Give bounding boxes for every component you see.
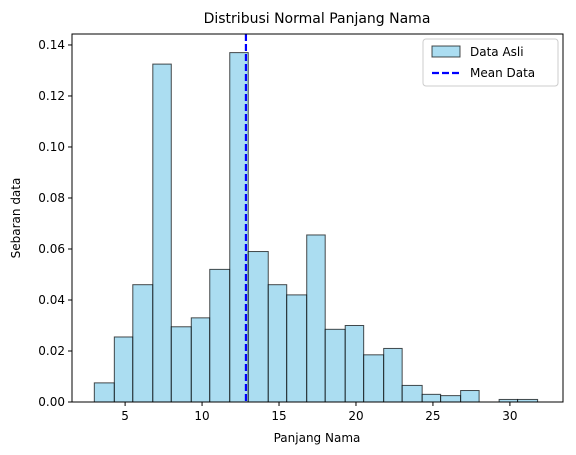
histogram-bar xyxy=(152,63,172,403)
x-tick-label: 20 xyxy=(348,409,363,423)
histogram-bar xyxy=(460,390,480,403)
histogram-bar xyxy=(93,382,115,403)
histogram-bar xyxy=(306,234,326,403)
x-tick-label: 10 xyxy=(194,409,209,423)
y-tick-label: 0.12 xyxy=(38,89,65,103)
histogram-bar xyxy=(363,354,385,403)
legend-label-mean-data: Mean Data xyxy=(470,66,535,80)
x-tick-label: 15 xyxy=(271,409,286,423)
chart-title: Distribusi Normal Panjang Nama xyxy=(204,11,431,27)
axes-frame xyxy=(71,33,564,403)
legend: Data Asli Mean Data xyxy=(422,38,559,87)
histogram-bar xyxy=(286,294,308,403)
histogram-bar xyxy=(440,395,462,403)
histogram-bar xyxy=(209,268,231,403)
histogram-bar xyxy=(383,347,403,403)
histogram-bar xyxy=(344,324,365,403)
x-axis-label: Panjang Nama xyxy=(274,431,361,445)
x-tick-label: 30 xyxy=(502,409,517,423)
y-axis-label: Sebaran data xyxy=(9,178,23,259)
plot-area xyxy=(93,34,539,403)
histogram-bar xyxy=(324,328,346,403)
histogram-bar xyxy=(190,317,211,403)
x-tick-label: 5 xyxy=(121,409,129,423)
x-axis: 5 10 15 20 25 30 xyxy=(121,402,518,423)
histogram-bar xyxy=(170,326,192,403)
histogram-bar xyxy=(113,336,134,403)
y-tick-label: 0.00 xyxy=(38,395,65,409)
y-tick-label: 0.06 xyxy=(38,242,65,256)
legend-label-data-asli: Data Asli xyxy=(470,45,524,59)
histogram-bar xyxy=(421,393,442,403)
y-tick-label: 0.14 xyxy=(38,38,65,52)
y-tick-label: 0.08 xyxy=(38,191,65,205)
y-tick-label: 0.04 xyxy=(38,293,65,307)
histogram-bar xyxy=(132,284,154,403)
y-tick-label: 0.10 xyxy=(38,140,65,154)
histogram-bar xyxy=(401,384,423,403)
legend-swatch-data-asli xyxy=(431,45,461,58)
y-tick-label: 0.02 xyxy=(38,344,65,358)
histogram-bar xyxy=(267,284,288,403)
y-axis: 0.00 0.02 0.04 0.06 0.08 0.10 0.12 0.14 xyxy=(38,38,72,409)
histogram-bar xyxy=(247,251,269,403)
x-tick-label: 25 xyxy=(425,409,440,423)
